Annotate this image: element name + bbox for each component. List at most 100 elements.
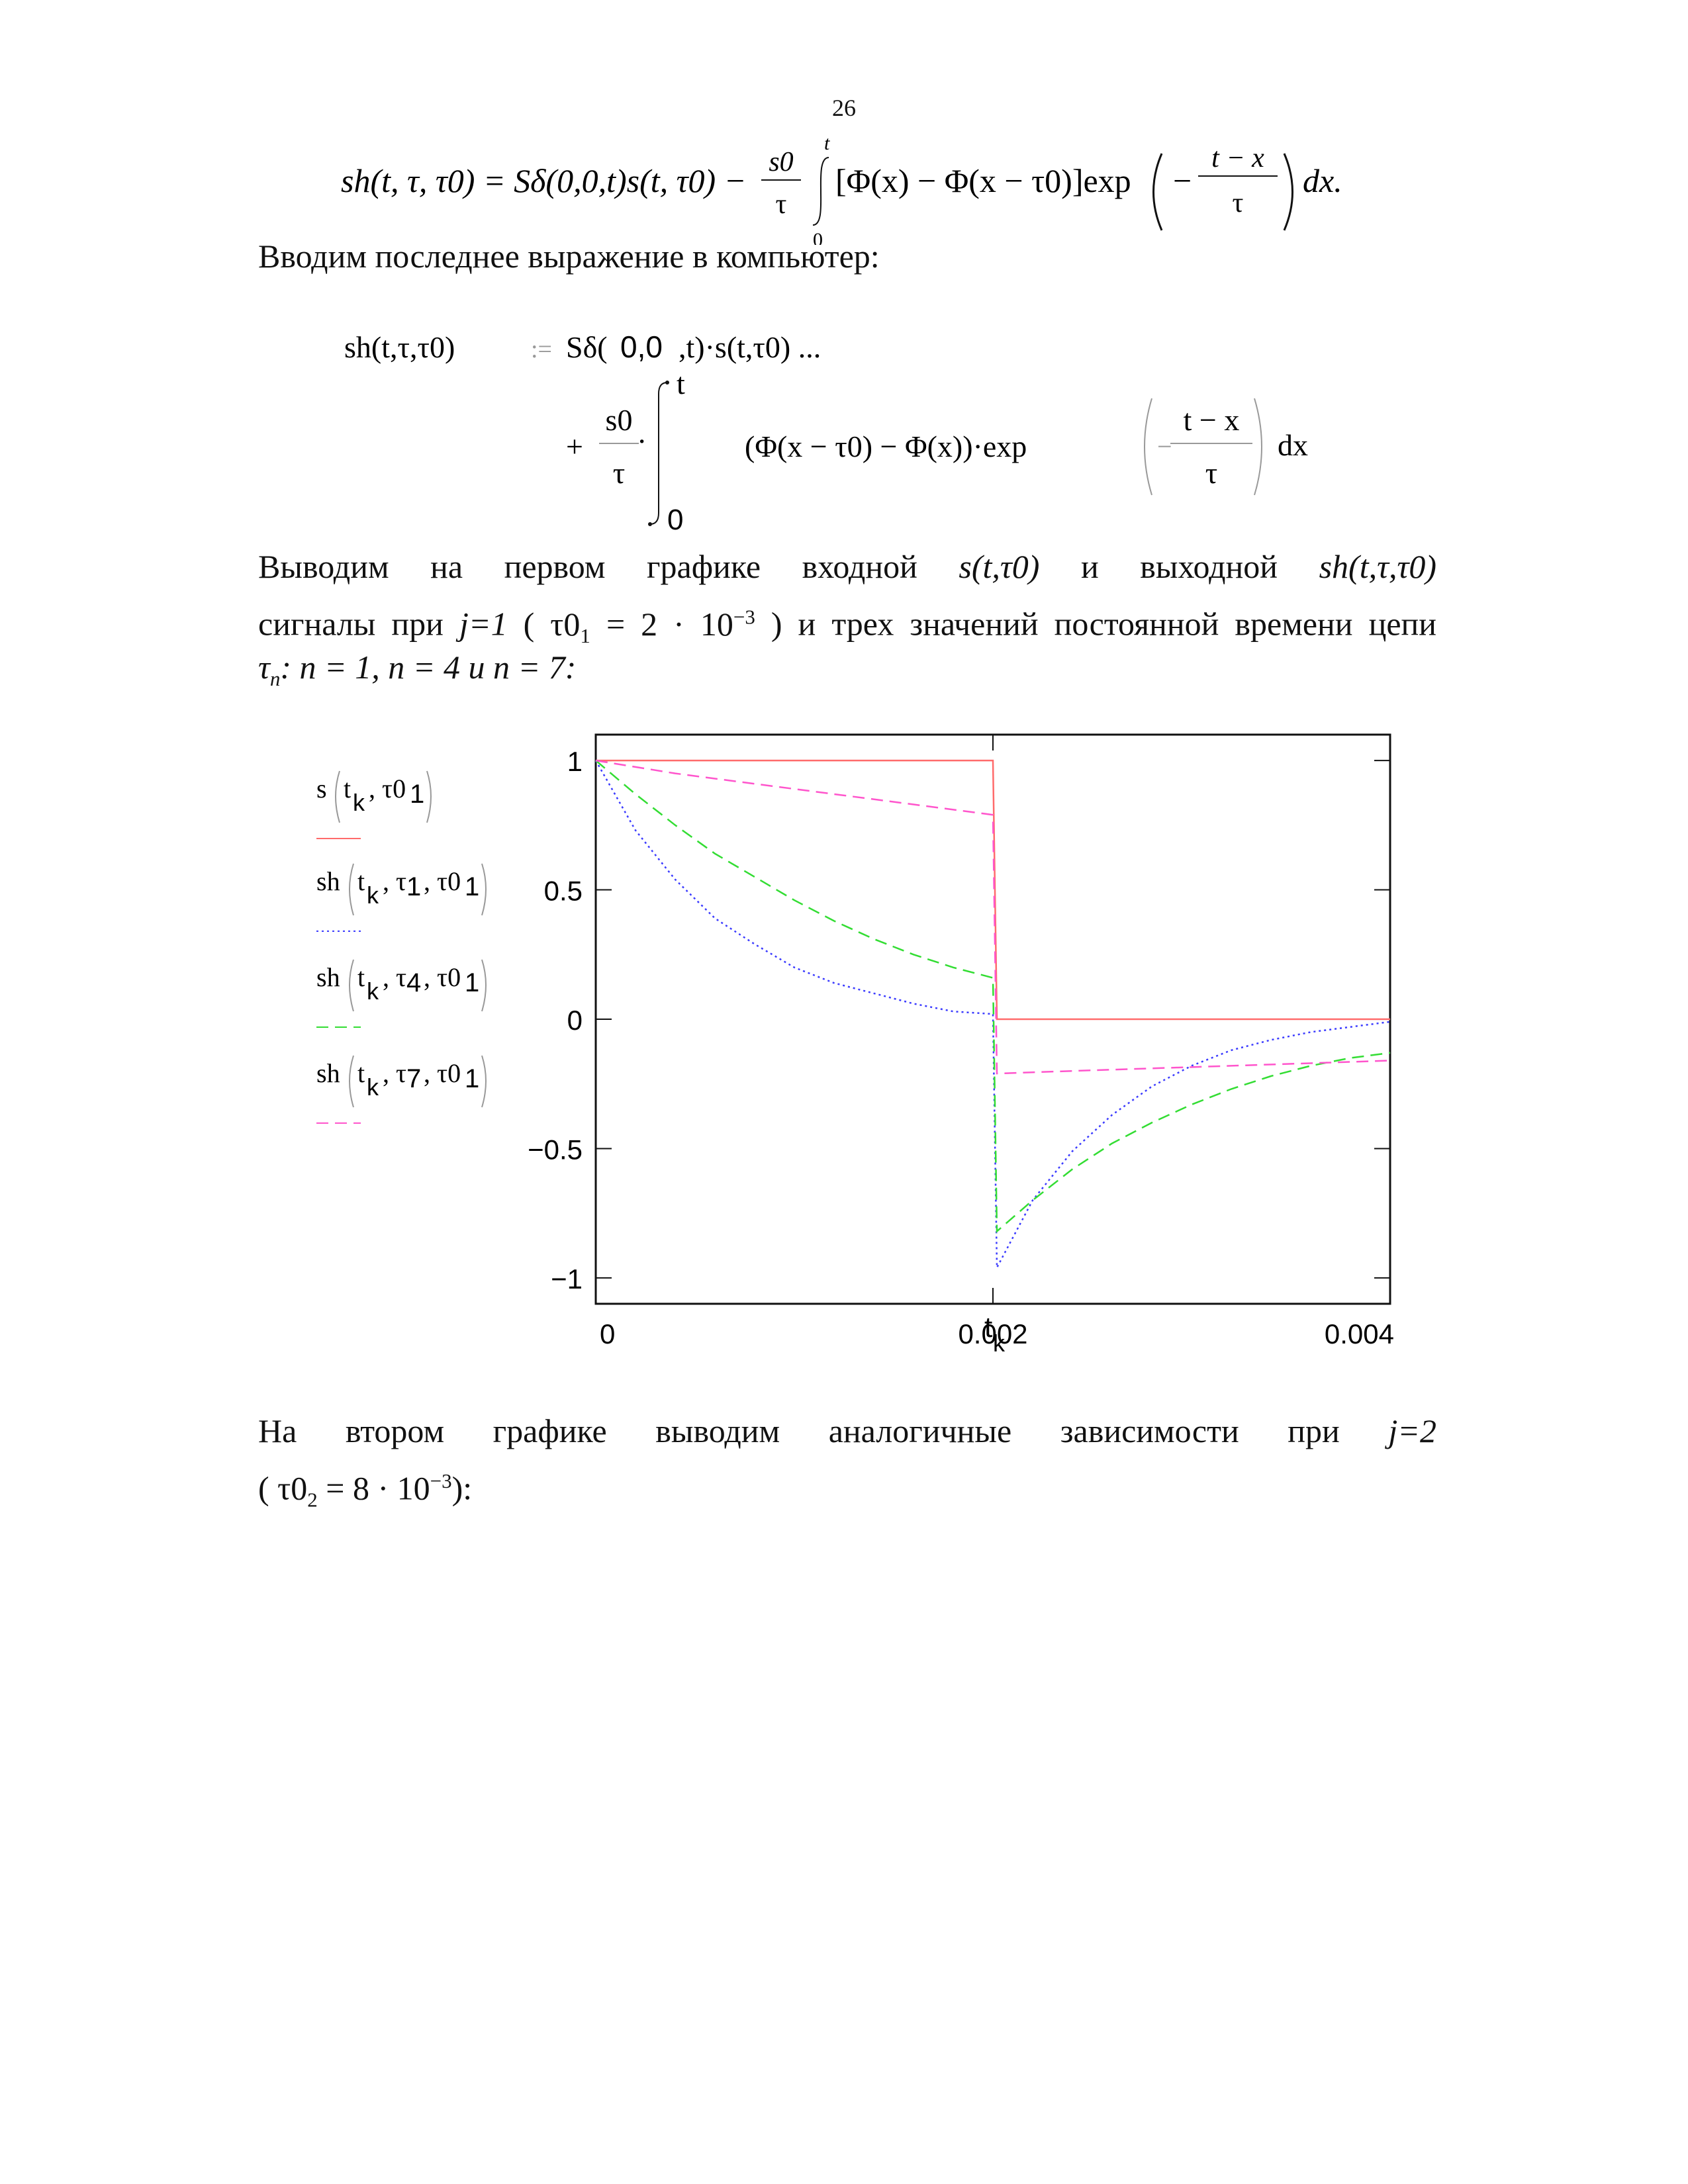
legend-right-paren-icon [481,1055,487,1108]
x-tick-label: 0.002 [958,1318,1027,1349]
mathcad-int-lower: 0 [667,504,683,536]
legend-left-paren-icon [349,863,354,916]
y-tick-label: −1 [551,1263,583,1295]
legend-tau-sub: 7 [406,1064,421,1093]
chart-series [594,759,1391,1268]
mathcad-exp-num: t − x [1184,403,1240,437]
left-paren-icon [1152,153,1163,231]
y-tick-label: 0 [567,1005,583,1036]
y-tick-label: 0.5 [544,876,583,907]
mathcad-plus: + [566,430,583,463]
legend-left-paren-icon [335,770,340,823]
mathcad-exp-den: τ [1205,456,1218,490]
legend-func: sh [316,962,340,992]
legend-func: s [316,774,327,803]
series-line-3 [595,760,1391,1234]
legend-left-paren-icon [349,1055,354,1108]
legend-func: sh [316,866,340,896]
y-tick-label: 1 [567,746,583,777]
formula-minus: − [1173,162,1192,199]
legend-rest-sub: 1 [465,872,479,901]
intro-text: Вводим последнее выражение в компьютер: [258,238,880,275]
integral-dot-top [665,381,669,385]
legend-left-paren-icon [349,959,354,1012]
legend-rest: , τ0 [369,774,406,803]
mathcad-rhs-zero: 0,0 [620,330,663,364]
paragraph-2-line-1: На втором графике выводим аналогичные за… [258,1412,1436,1449]
series-line-1 [596,759,1390,1021]
mathcad-exp-minus: − [1157,432,1172,461]
main-formula: sh(t, τ, τ0) = Sδ(0,0,t)s(t, τ0) − s0 τ … [341,132,1342,245]
legend-tau: , τ [383,866,406,896]
mathcad-right-paren-icon [1254,398,1262,496]
mathcad-int-upper: t [677,367,685,400]
legend-rest: , τ0 [424,1058,461,1088]
legend-arg-sub: k [367,882,379,909]
series-line-4 [595,759,1391,1075]
formula-tail: dx. [1303,162,1342,199]
x-tick-label: 0.004 [1325,1318,1394,1349]
legend-tau-sub: 4 [406,968,421,997]
formula-exp-num: t − x [1211,143,1264,173]
legend-rest: , τ0 [424,866,461,896]
mathcad-dot: · [637,424,647,458]
formula-int-upper: t [824,132,830,154]
paragraph-1-line-2: сигналы при j=1 ( τ01 = 2 · 10−3 ) и тре… [258,605,1437,647]
paragraph-1-line-1: Выводим на первом графике входной s(t,τ0… [258,548,1437,585]
legend-func: sh [316,1058,340,1088]
legend-right-paren-icon [481,959,487,1012]
x-axis-label-main: t [984,1311,992,1343]
series-line-2 [594,760,1391,1268]
mathcad-assign: := [531,336,552,363]
mathcad-rhs-b: ,t)·s(t,τ0) ... [679,330,821,364]
formula-exp-den: τ [1233,188,1244,218]
mathcad-body: (Φ(x − τ0) − Φ(x))·exp [745,430,1027,463]
x-axis-label: t k [984,1311,1006,1357]
legend-tau: , τ [383,962,406,992]
legend-right-paren-icon [481,863,487,916]
integral-dot-bottom [648,522,652,526]
mathcad-rhs-a: Sδ( [566,330,608,364]
mathcad-integral-icon [649,382,668,525]
legend-rest-sub: 1 [410,780,424,809]
legend-arg-sub: k [353,789,365,816]
legend-arg: t [357,866,365,896]
legend-tau: , τ [383,1058,406,1088]
right-paren-icon [1283,153,1293,231]
legend-arg: t [344,774,351,803]
x-tick-label: 0 [600,1318,615,1349]
mathcad-expression: sh(t,τ,τ0) := Sδ( 0,0 ,t)·s(t,τ0) ... + … [344,330,1308,536]
formula-lhs: sh(t, τ, τ0) = Sδ(0,0,t)s(t, τ0) − [341,162,746,199]
mathcad-frac-den: τ [613,456,626,490]
legend-right-paren-icon [426,770,432,823]
legend-arg-sub: k [367,978,379,1005]
legend-tau-sub: 1 [406,872,421,901]
integral-icon [812,157,829,226]
mathcad-frac-num: s0 [606,403,633,437]
formula-frac-den: τ [776,189,787,220]
mathcad-lhs: sh(t,τ,τ0) [344,330,455,364]
formula-int-lower: 0 [813,229,823,245]
mathcad-left-paren-icon [1144,398,1152,496]
legend-rest-sub: 1 [465,968,479,997]
legend-arg-sub: k [367,1073,379,1101]
y-axis-ticks: 1 0.5 0 −0.5 −1 [528,746,1390,1295]
paragraph-2-line-2: ( τ02 = 8 · 10−3): [258,1469,473,1512]
legend-arg: t [357,962,365,992]
paragraph-1-line-3: τn: n = 1, n = 4 и n = 7: [258,649,577,690]
formula-frac-num: s0 [769,147,793,177]
formula-body: [Φ(x) − Φ(x − τ0)]exp [835,162,1131,199]
mathcad-dx: dx [1278,428,1308,462]
x-axis-ticks: 0 0.002 0.004 [595,735,1394,1349]
y-tick-label: −0.5 [528,1134,583,1165]
x-axis-label-sub: k [993,1330,1006,1357]
legend-arg: t [357,1058,365,1088]
page-number: 26 [832,95,856,121]
legend-rest: , τ0 [424,962,461,992]
